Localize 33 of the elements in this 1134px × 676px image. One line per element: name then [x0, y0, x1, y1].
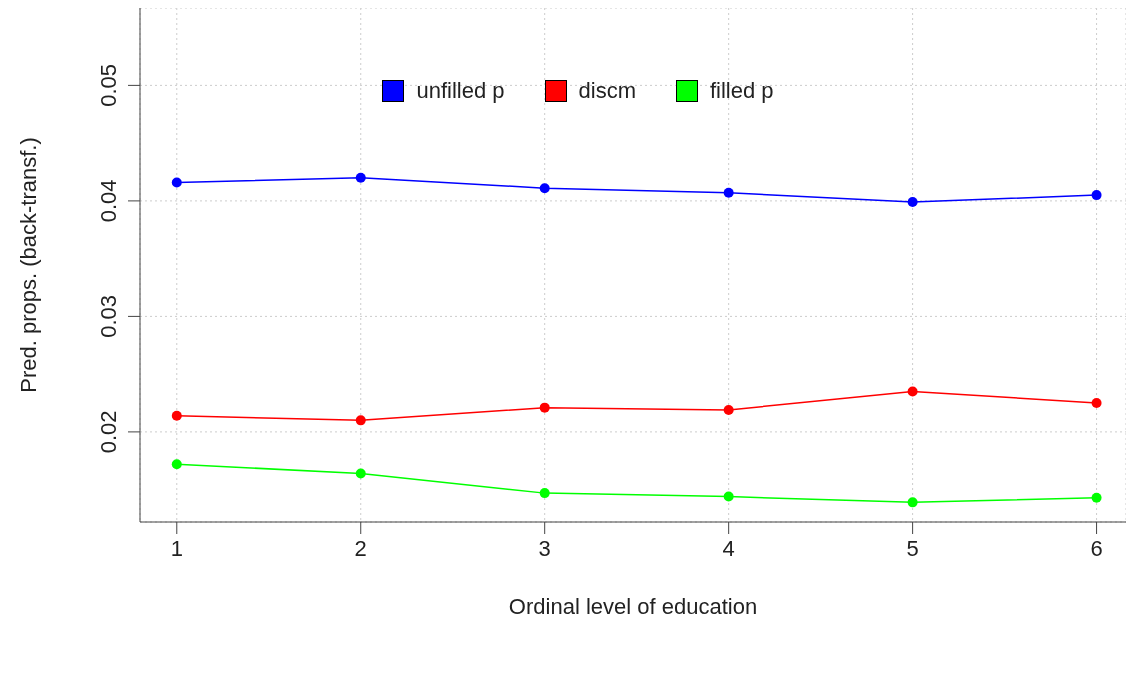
point: [539, 402, 550, 413]
y-axis-title: Pred. props. (back-transf.): [15, 137, 41, 393]
point: [1091, 398, 1102, 409]
point: [907, 197, 918, 208]
legend-label: discm: [578, 78, 636, 104]
point: [171, 410, 182, 421]
point: [907, 386, 918, 397]
x-tick-label: 4: [722, 535, 735, 561]
point: [171, 459, 182, 470]
point: [1091, 492, 1102, 503]
point: [723, 491, 734, 502]
legend-label: filled p: [709, 78, 774, 104]
point: [171, 177, 182, 188]
point: [355, 172, 366, 183]
point: [723, 404, 734, 415]
point: [355, 468, 366, 479]
point: [539, 488, 550, 499]
x-tick-label: 2: [354, 535, 367, 561]
x-tick-label: 3: [538, 535, 551, 561]
point: [355, 415, 366, 426]
x-tick-label: 5: [906, 535, 919, 561]
x-axis-title: Ordinal level of education: [508, 594, 758, 619]
point: [723, 187, 734, 198]
y-tick-label: 0.02: [96, 410, 121, 454]
legend-label: unfilled p: [416, 78, 505, 104]
y-tick-label: 0.04: [96, 179, 121, 223]
y-tick-label: 0.03: [96, 294, 121, 338]
x-tick-label: 6: [1090, 535, 1103, 561]
x-tick-label: 1: [170, 535, 183, 561]
point: [1091, 190, 1102, 201]
point: [539, 183, 550, 194]
point: [907, 497, 918, 508]
y-tick-label: 0.05: [96, 63, 121, 107]
